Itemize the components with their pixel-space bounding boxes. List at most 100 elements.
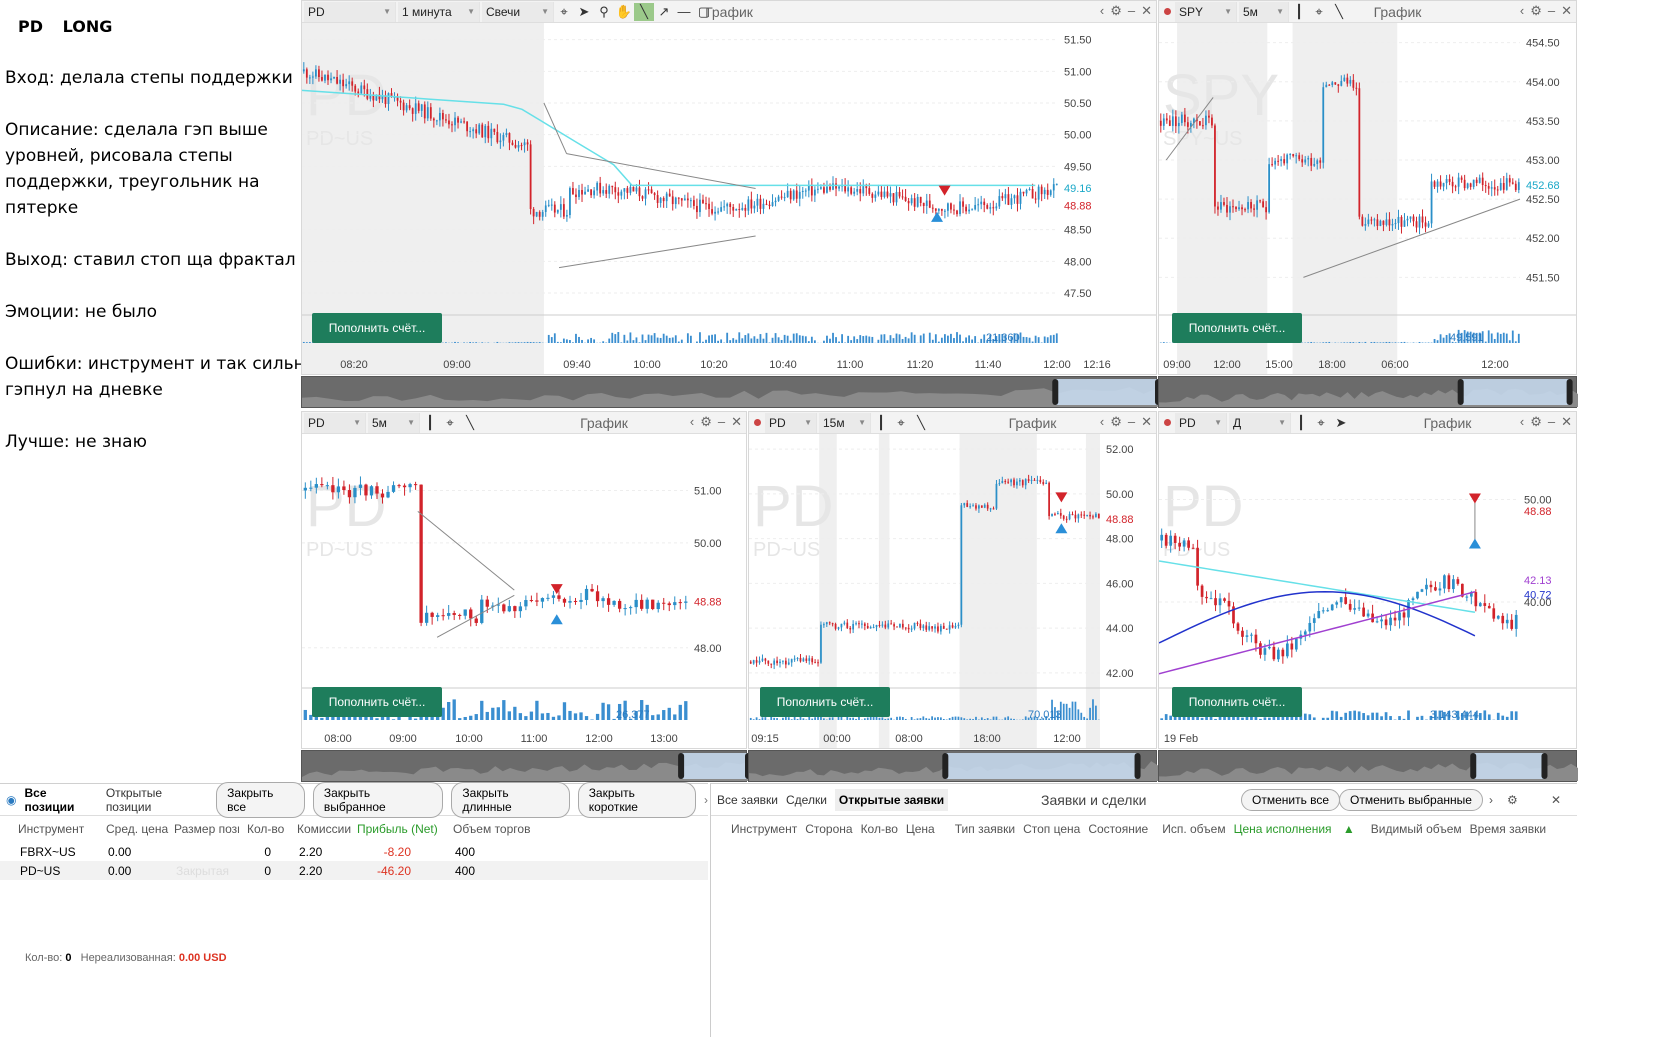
chart-navigator[interactable] bbox=[301, 750, 751, 782]
crosshair-icon[interactable]: ⌖ bbox=[1315, 3, 1323, 19]
col-order-type[interactable]: Тип заявки bbox=[954, 822, 1016, 836]
close-icon[interactable]: ✕ bbox=[1551, 792, 1562, 807]
gear-icon[interactable]: ⚙ bbox=[1530, 414, 1542, 429]
cursor-icon[interactable]: ➤ bbox=[1335, 414, 1347, 430]
chart-panel-pd-daily[interactable]: PD▼ Д▼ ┃ ⌖ ➤ График ‹⚙–✕ PDPD~US50.0048.… bbox=[1158, 411, 1577, 749]
col-side[interactable]: Сторона bbox=[805, 822, 853, 836]
price-chart[interactable]: PDPD~US51.5051.0050.5050.0049.5049.1648.… bbox=[302, 23, 1157, 375]
ray-icon[interactable]: ↗ bbox=[658, 3, 670, 19]
close-icon[interactable]: ✕ bbox=[1561, 414, 1572, 429]
close-long-button[interactable]: Закрыть длинные bbox=[451, 781, 570, 818]
symbol-selector[interactable]: SPY ▼ bbox=[1175, 1, 1237, 22]
gear-icon[interactable]: ⚙ bbox=[1530, 3, 1542, 18]
table-row[interactable]: FBRX~US 0.00 0 2.20 -8.20 400 bbox=[0, 842, 708, 861]
col-price[interactable]: Цена bbox=[905, 822, 935, 836]
chart-navigator[interactable] bbox=[748, 750, 1158, 782]
col-filled-volume[interactable]: Исп. объем bbox=[1162, 822, 1226, 836]
chevron-left-icon[interactable]: ‹ bbox=[1519, 414, 1525, 429]
candles-icon[interactable]: ┃ bbox=[877, 414, 885, 430]
col-pnl[interactable]: Прибыль (Net) bbox=[357, 822, 438, 836]
close-icon[interactable]: ✕ bbox=[731, 414, 742, 429]
crosshair-icon[interactable]: ⌖ bbox=[446, 414, 454, 430]
close-selected-button[interactable]: Закрыть выбранное bbox=[312, 781, 444, 818]
chart-panel-pd-1m[interactable]: PD ▼ 1 минута ▼ Свечи ▼ ⌖ ➤ ⚲ ✋ ╲ ↗ — ▢ Гра… bbox=[301, 0, 1157, 375]
chart-navigator[interactable] bbox=[301, 376, 1161, 408]
candles-icon[interactable]: ┃ bbox=[1295, 3, 1303, 19]
minus-icon[interactable]: – bbox=[1547, 414, 1556, 429]
chart-panel-pd-15m[interactable]: PD ▼ 15м ▼ ┃ ⌖ ╲ График ‹ ⚙ – ✕ PD PD~US 52.00 5… bbox=[748, 411, 1157, 749]
chart-panel-spy-5m[interactable]: SPY ▼ 5м ▼ ┃ ⌖ ╲ График ‹ ⚙ – ✕ SPY SPY~US 454.… bbox=[1158, 0, 1577, 375]
gear-icon[interactable]: ⚙ bbox=[1110, 3, 1122, 18]
deposit-button[interactable]: Пополнить счёт... bbox=[1172, 687, 1302, 717]
col-volume[interactable]: Объем торгов bbox=[453, 822, 531, 836]
rectangle-icon[interactable]: ▢ bbox=[697, 3, 711, 19]
close-icon[interactable]: ✕ bbox=[1561, 3, 1572, 18]
col-instrument[interactable]: Инструмент bbox=[18, 822, 85, 836]
tab-open-positions[interactable]: Открытые позиции bbox=[105, 785, 162, 814]
col-state[interactable]: Состояние bbox=[1088, 822, 1149, 836]
col-order-time[interactable]: Время заявки bbox=[1469, 822, 1547, 836]
cancel-all-button[interactable]: Отменить все bbox=[1241, 788, 1341, 811]
cursor-icon[interactable]: ➤ bbox=[578, 3, 590, 19]
trendline-icon[interactable]: ╲ bbox=[634, 2, 654, 21]
minus-icon[interactable]: – bbox=[717, 414, 726, 429]
close-icon[interactable]: ✕ bbox=[1141, 414, 1152, 429]
crosshair-icon[interactable]: ⌖ bbox=[1317, 414, 1325, 430]
interval-selector[interactable]: 1 минута ▼ bbox=[398, 1, 480, 22]
chevron-right-icon[interactable]: › bbox=[703, 792, 708, 807]
minus-icon[interactable]: – bbox=[1127, 3, 1136, 18]
crosshair-icon[interactable]: ⌖ bbox=[897, 414, 905, 430]
interval-selector[interactable]: Д ▼ bbox=[1229, 412, 1291, 433]
minus-icon[interactable]: – bbox=[1127, 414, 1136, 429]
interval-selector[interactable]: 15м ▼ bbox=[819, 412, 871, 433]
zoom-icon[interactable]: ⚲ bbox=[599, 3, 609, 19]
chevron-left-icon[interactable]: ‹ bbox=[1519, 3, 1525, 18]
col-instrument[interactable]: Инструмент bbox=[731, 822, 798, 836]
gear-icon[interactable]: ⚙ bbox=[700, 414, 712, 429]
gear-icon[interactable]: ⚙ bbox=[1507, 792, 1518, 807]
col-qty[interactable]: Кол-во bbox=[247, 822, 285, 836]
chevron-right-icon[interactable]: › bbox=[1489, 792, 1493, 807]
chart-type-selector[interactable]: Свечи ▼ bbox=[482, 1, 554, 22]
symbol-selector[interactable]: PD ▼ bbox=[304, 412, 366, 433]
col-stop-price[interactable]: Стоп цена bbox=[1023, 822, 1081, 836]
chevron-left-icon[interactable]: ‹ bbox=[1099, 414, 1105, 429]
trendline-icon[interactable]: ╲ bbox=[1335, 3, 1343, 19]
gear-icon[interactable]: ⚙ bbox=[1110, 414, 1122, 429]
symbol-selector[interactable]: PD ▼ bbox=[765, 412, 817, 433]
minus-icon[interactable]: – bbox=[1547, 3, 1556, 18]
close-short-button[interactable]: Закрыть короткие bbox=[577, 781, 696, 818]
col-commission[interactable]: Комиссии bbox=[297, 822, 352, 836]
deposit-button[interactable]: Пополнить счёт... bbox=[1172, 313, 1302, 343]
tab-all-orders[interactable]: Все заявки bbox=[717, 792, 779, 807]
interval-selector[interactable]: 5м ▼ bbox=[1239, 1, 1289, 22]
hand-icon[interactable]: ✋ bbox=[615, 3, 633, 19]
horizontal-line-icon[interactable]: — bbox=[677, 4, 691, 19]
col-fill-price[interactable]: Цена исполнения ▲ bbox=[1234, 822, 1363, 836]
tab-trades[interactable]: Сделки bbox=[786, 792, 827, 807]
chevron-left-icon[interactable]: ‹ bbox=[1099, 3, 1105, 18]
deposit-button[interactable]: Пополнить счёт... bbox=[312, 687, 442, 717]
tab-all-positions[interactable]: Все позиции bbox=[24, 785, 75, 814]
col-avg-price[interactable]: Сред. цена bbox=[106, 822, 169, 836]
chevron-left-icon[interactable]: ‹ bbox=[689, 414, 695, 429]
chart-panel-pd-5m[interactable]: PD ▼ 5м ▼ ┃ ⌖ ╲ График ‹ ⚙ – ✕ PD PD~US 51.00 50… bbox=[301, 411, 747, 749]
trendline-icon[interactable]: ╲ bbox=[917, 414, 925, 430]
col-size[interactable]: Размер пози bbox=[174, 822, 239, 836]
close-all-button[interactable]: Закрыть все bbox=[216, 781, 305, 818]
col-visible-volume[interactable]: Видимый объем bbox=[1370, 822, 1462, 836]
cancel-selected-button[interactable]: Отменить выбранные bbox=[1339, 788, 1483, 811]
deposit-button[interactable]: Пополнить счёт... bbox=[760, 687, 890, 717]
chart-navigator[interactable] bbox=[1158, 750, 1578, 782]
candles-icon[interactable]: ┃ bbox=[1297, 414, 1305, 430]
symbol-selector[interactable]: PD ▼ bbox=[304, 1, 396, 22]
tab-open-orders[interactable]: Открытые заявки bbox=[834, 788, 949, 811]
close-icon[interactable]: ✕ bbox=[1141, 3, 1152, 18]
crosshair-icon[interactable]: ⌖ bbox=[560, 3, 568, 19]
candles-icon[interactable]: ┃ bbox=[426, 414, 434, 430]
table-row[interactable]: PD~US 0.00 Закрытая 0 2.20 -46.20 400 bbox=[0, 861, 708, 880]
deposit-button[interactable]: Пополнить счёт... bbox=[312, 313, 442, 343]
symbol-selector[interactable]: PD ▼ bbox=[1175, 412, 1227, 433]
